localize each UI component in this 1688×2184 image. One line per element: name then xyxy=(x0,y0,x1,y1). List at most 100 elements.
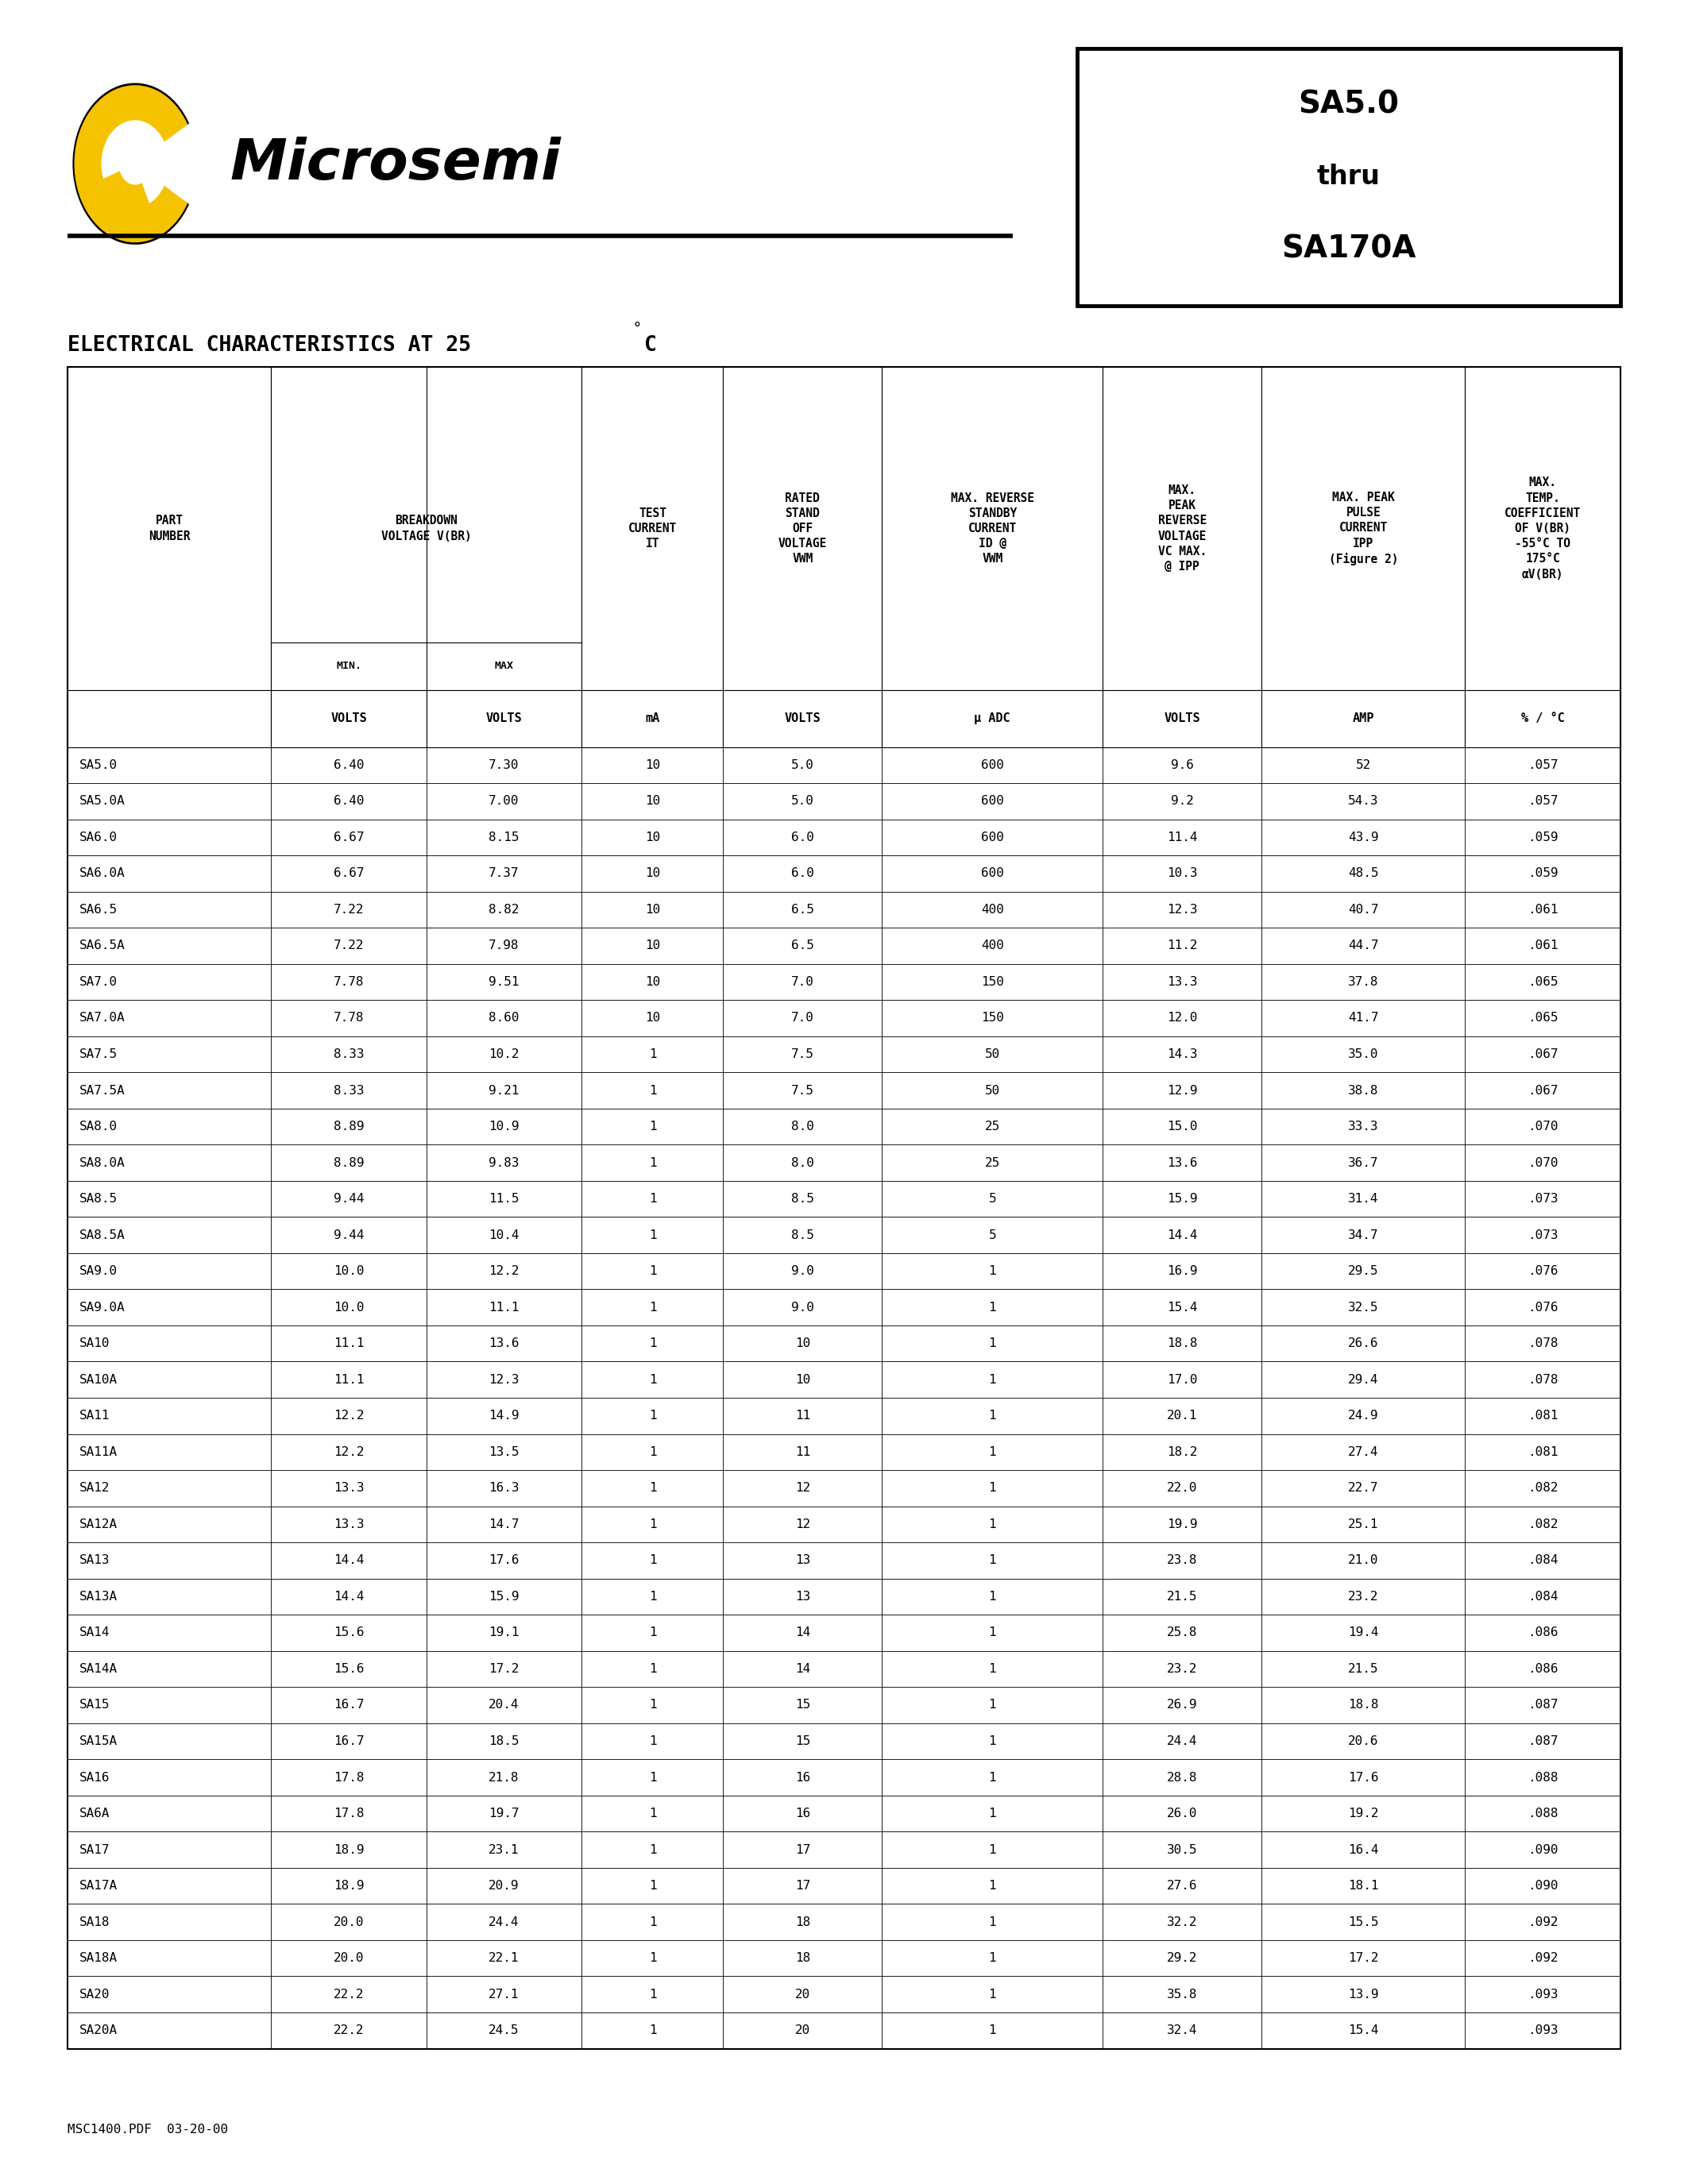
Bar xyxy=(1465,1182,1620,1216)
Text: MAX.
TEMP.
COEFFICIENT
OF V(BR)
-55°C TO
175°C
αV(BR): MAX. TEMP. COEFFICIENT OF V(BR) -55°C TO… xyxy=(1504,476,1582,581)
Text: 9.0: 9.0 xyxy=(792,1302,814,1313)
Text: 1: 1 xyxy=(989,1483,996,1494)
Text: 1: 1 xyxy=(648,1699,657,1710)
Bar xyxy=(722,819,881,856)
Text: 13.3: 13.3 xyxy=(334,1518,365,1531)
Text: 7.30: 7.30 xyxy=(490,760,520,771)
Text: SA13A: SA13A xyxy=(79,1590,118,1603)
Text: 6.40: 6.40 xyxy=(334,760,365,771)
Bar xyxy=(427,1651,582,1686)
Text: 7.0: 7.0 xyxy=(792,1011,814,1024)
Text: .092: .092 xyxy=(1528,1915,1558,1928)
Text: .078: .078 xyxy=(1528,1374,1558,1385)
Wedge shape xyxy=(73,83,189,245)
Text: 18.5: 18.5 xyxy=(490,1736,520,1747)
Bar xyxy=(722,928,881,963)
Text: 10: 10 xyxy=(645,939,660,952)
Text: SA6.0: SA6.0 xyxy=(79,832,118,843)
Bar xyxy=(1465,690,1620,747)
Bar xyxy=(272,1035,427,1072)
Bar xyxy=(272,1216,427,1254)
Text: 24.9: 24.9 xyxy=(1349,1411,1379,1422)
Bar xyxy=(272,1144,427,1182)
Bar xyxy=(722,1686,881,1723)
Text: 7.37: 7.37 xyxy=(490,867,520,880)
Bar xyxy=(272,1904,427,1939)
Bar xyxy=(427,1326,582,1361)
Text: 16.7: 16.7 xyxy=(334,1699,365,1710)
Bar xyxy=(68,1867,272,1904)
Text: .090: .090 xyxy=(1528,1880,1558,1891)
Text: 1: 1 xyxy=(648,1808,657,1819)
Bar xyxy=(1102,1723,1261,1760)
Text: 1: 1 xyxy=(648,1483,657,1494)
Bar xyxy=(1102,1795,1261,1832)
Text: 32.5: 32.5 xyxy=(1349,1302,1379,1313)
Bar xyxy=(68,1939,272,1977)
Text: 18.2: 18.2 xyxy=(1166,1446,1197,1459)
Text: .073: .073 xyxy=(1528,1192,1558,1206)
Bar xyxy=(272,1651,427,1686)
Bar xyxy=(68,1216,272,1254)
Bar xyxy=(1102,2011,1261,2049)
Bar xyxy=(881,1795,1102,1832)
Text: 13.3: 13.3 xyxy=(1166,976,1197,987)
Text: 10: 10 xyxy=(645,904,660,915)
Bar xyxy=(1261,1361,1465,1398)
Text: 10.4: 10.4 xyxy=(490,1230,520,1241)
Text: 40.7: 40.7 xyxy=(1349,904,1379,915)
Bar xyxy=(722,1072,881,1109)
Bar xyxy=(582,1760,722,1795)
Text: 6.5: 6.5 xyxy=(792,939,814,952)
Text: 16.3: 16.3 xyxy=(490,1483,520,1494)
Bar xyxy=(1102,1939,1261,1977)
Text: 1: 1 xyxy=(989,1518,996,1531)
Bar xyxy=(68,1795,272,1832)
Text: MAX: MAX xyxy=(495,662,513,670)
Text: SA8.0A: SA8.0A xyxy=(79,1158,125,1168)
Text: 1: 1 xyxy=(648,1120,657,1133)
Bar xyxy=(722,2011,881,2049)
Bar xyxy=(881,1542,1102,1579)
Bar xyxy=(722,1144,881,1182)
Text: °: ° xyxy=(633,323,641,336)
Bar xyxy=(272,690,427,747)
Bar xyxy=(1261,1904,1465,1939)
Bar xyxy=(582,1832,722,1867)
Text: 12.2: 12.2 xyxy=(490,1265,520,1278)
Text: 14.4: 14.4 xyxy=(334,1590,365,1603)
Bar xyxy=(582,784,722,819)
Text: 7.98: 7.98 xyxy=(490,939,520,952)
Text: 17.6: 17.6 xyxy=(490,1555,520,1566)
Bar xyxy=(427,1109,582,1144)
Bar xyxy=(881,1035,1102,1072)
Bar xyxy=(881,1000,1102,1035)
Text: SA14A: SA14A xyxy=(79,1662,118,1675)
Text: 12.0: 12.0 xyxy=(1166,1011,1197,1024)
Text: 7.0: 7.0 xyxy=(792,976,814,987)
Text: TEST
CURRENT
IT: TEST CURRENT IT xyxy=(628,507,677,550)
Bar xyxy=(1465,1398,1620,1435)
Text: 1: 1 xyxy=(989,1446,996,1459)
Text: .086: .086 xyxy=(1528,1627,1558,1638)
Bar xyxy=(881,1326,1102,1361)
Text: 12: 12 xyxy=(795,1483,810,1494)
Text: 29.2: 29.2 xyxy=(1166,1952,1197,1963)
Bar xyxy=(68,1000,272,1035)
Text: 9.6: 9.6 xyxy=(1171,760,1193,771)
Text: 9.51: 9.51 xyxy=(490,976,520,987)
Bar xyxy=(582,928,722,963)
Bar xyxy=(1465,891,1620,928)
Bar xyxy=(722,1939,881,1977)
Text: 15: 15 xyxy=(795,1736,810,1747)
Bar xyxy=(1465,1435,1620,1470)
Bar xyxy=(68,1614,272,1651)
Text: 10: 10 xyxy=(645,795,660,808)
Text: 15.6: 15.6 xyxy=(334,1627,365,1638)
Bar xyxy=(68,1289,272,1326)
Text: mA: mA xyxy=(645,712,660,725)
Text: 13.5: 13.5 xyxy=(490,1446,520,1459)
Text: 48.5: 48.5 xyxy=(1349,867,1379,880)
Bar xyxy=(1465,367,1620,690)
Bar xyxy=(881,1686,1102,1723)
